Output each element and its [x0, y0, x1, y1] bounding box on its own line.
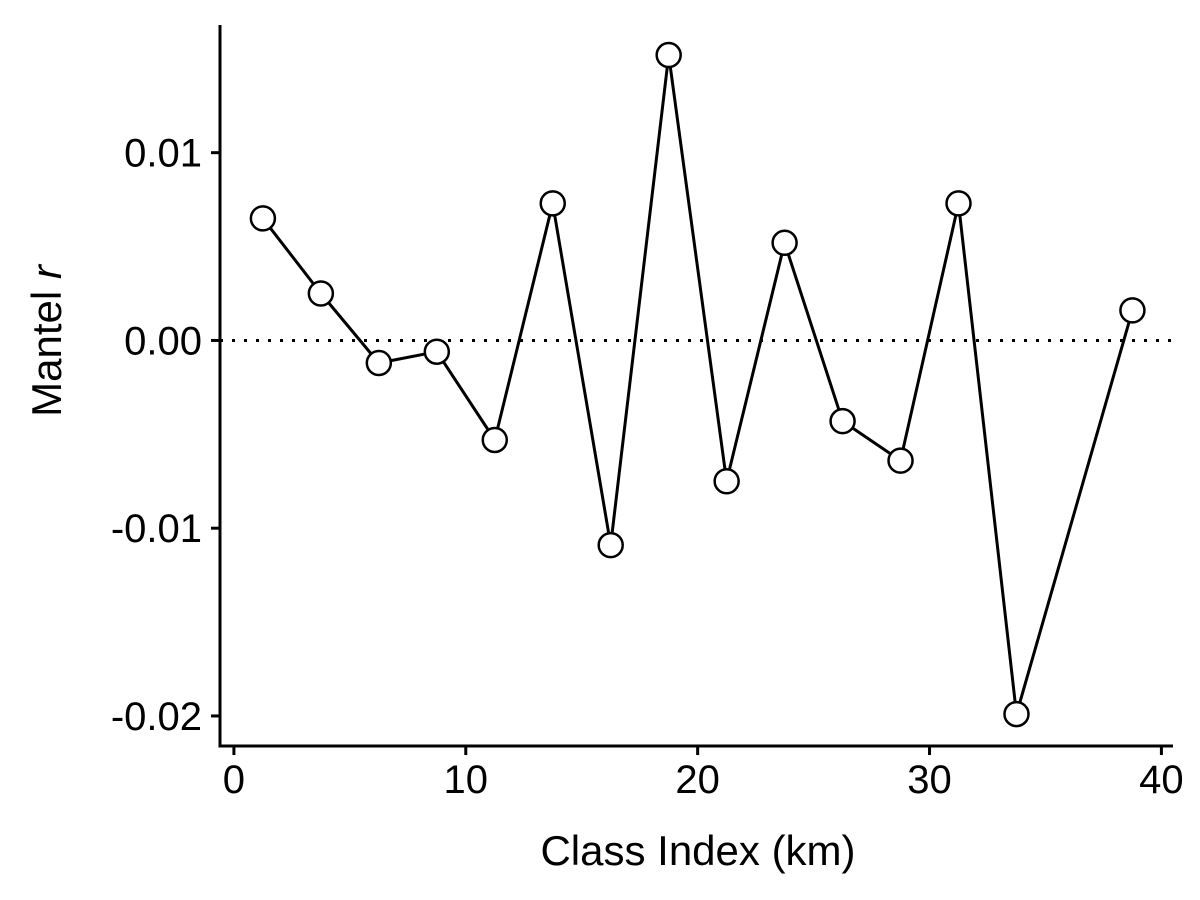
data-point	[423, 338, 451, 365]
plot-area	[220, 41, 1173, 728]
y-tick-label: -0.01	[111, 507, 202, 551]
x-axis-title: Class Index (km)	[540, 827, 855, 874]
y-tick-label: 0.01	[124, 132, 202, 176]
data-point	[713, 468, 740, 495]
data-point	[597, 531, 624, 559]
x-axis-ticks: 0 10 20 30 40	[223, 746, 1184, 802]
y-tick-label: -0.02	[111, 695, 202, 739]
data-point	[829, 407, 856, 435]
y-axis-ticks: -0.02 -0.01 0.00 0.01	[111, 132, 220, 739]
data-point	[481, 426, 509, 454]
data-point	[771, 229, 798, 257]
x-tick-label: 40	[1139, 758, 1184, 802]
y-axis-title-main: Mantel	[23, 279, 70, 417]
x-tick-label: 10	[444, 758, 489, 802]
data-point	[249, 205, 277, 232]
data-point	[887, 447, 914, 474]
y-axis-title-italic: r	[23, 263, 70, 279]
x-tick-label: 20	[675, 758, 720, 802]
data-point	[365, 349, 393, 377]
data-point	[945, 190, 972, 217]
x-tick-label: 30	[907, 758, 952, 802]
y-axis-title: Mantel r	[23, 263, 70, 417]
y-tick-label: 0.00	[124, 319, 202, 363]
axes: 0 10 20 30 40 -0.02 -0.01 0.00 0.01	[111, 25, 1184, 802]
data-point	[1003, 700, 1030, 728]
x-tick-label: 0	[223, 758, 245, 802]
data-point	[539, 190, 566, 217]
data-point	[1119, 297, 1146, 324]
series-line	[261, 53, 1134, 716]
data-point	[307, 280, 335, 307]
data-point	[655, 41, 682, 69]
